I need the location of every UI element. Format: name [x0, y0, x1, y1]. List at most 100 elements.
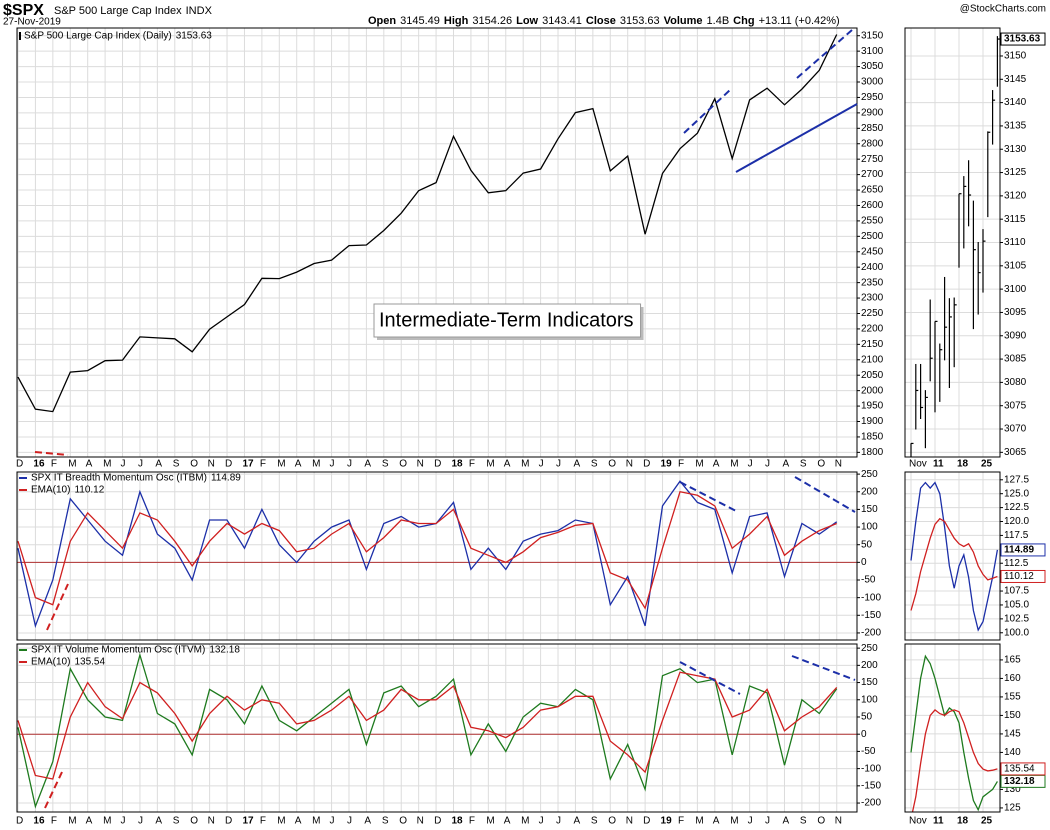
field-label: Close	[586, 15, 616, 27]
x-tick-label: A	[295, 459, 302, 470]
x-tick-label: J	[121, 459, 126, 470]
x-tick-label: 18	[957, 459, 969, 470]
x-tick-label: 19	[661, 816, 673, 827]
legend-name: EMA(10)	[31, 657, 70, 668]
legend-value: 135.54	[74, 657, 105, 668]
y-tick-label: 3105	[1004, 260, 1027, 271]
x-tick-label: Nov	[909, 459, 927, 470]
x-tick-label: A	[86, 459, 93, 470]
y-tick-label: 125.0	[1004, 488, 1029, 499]
series-line	[910, 481, 999, 632]
x-tick-label: M	[277, 816, 285, 827]
y-tick-label: 165	[1004, 655, 1021, 666]
x-tick-label: A	[86, 816, 93, 827]
y-tick-label: 2650	[861, 185, 884, 196]
x-tick-label: F	[469, 459, 475, 470]
x-tick-label: J	[556, 816, 561, 827]
legend-value: 110.12	[74, 485, 104, 496]
y-tick-label: 3110	[1004, 237, 1026, 248]
series-line	[910, 517, 998, 611]
y-tick-label: 2800	[861, 138, 884, 149]
x-tick-label: F	[469, 816, 475, 827]
x-tick-label: M	[486, 459, 494, 470]
x-tick-label: D	[16, 459, 23, 470]
x-tick-label: M	[312, 459, 320, 470]
x-tick-label: S	[382, 459, 389, 470]
exchange: INDX	[186, 5, 213, 17]
y-tick-label: 200	[861, 486, 878, 497]
series-line	[911, 709, 998, 812]
y-tick-label: -200	[861, 628, 881, 639]
field-label: Low	[516, 15, 538, 27]
y-tick-label: 100	[861, 694, 878, 705]
x-tick-label: M	[730, 816, 738, 827]
y-tick-label: 1950	[861, 401, 884, 412]
panel-border	[16, 471, 858, 641]
x-tick-label: J	[539, 459, 544, 470]
x-tick-label: O	[608, 816, 616, 827]
y-tick-label: 2750	[861, 154, 884, 165]
y-tick-label: 3085	[1004, 354, 1027, 365]
trend-line	[796, 29, 853, 79]
x-tick-label: O	[190, 816, 198, 827]
x-tick-label: Nov	[909, 816, 927, 827]
x-tick-label: S	[173, 816, 180, 827]
x-tick-label: J	[748, 816, 753, 827]
y-tick-label: 127.5	[1004, 474, 1029, 485]
y-tick-label: 3100	[861, 46, 884, 57]
x-tick-label: J	[765, 459, 770, 470]
x-tick-label: 19	[661, 459, 673, 470]
index-name: S&P 500 Large Cap Index	[54, 5, 182, 17]
x-tick-label: O	[817, 816, 825, 827]
x-tick-label: 18	[957, 816, 969, 827]
trend-line	[735, 103, 858, 173]
value-box-label: 132.18	[1004, 776, 1035, 787]
field-value: 3143.41	[542, 15, 582, 27]
panel-border	[904, 643, 1001, 813]
x-tick-label: N	[417, 459, 424, 470]
y-tick-label: 117.5	[1004, 530, 1029, 541]
y-tick-label: 102.5	[1004, 614, 1029, 625]
x-tick-label: J	[765, 816, 770, 827]
panel-border	[16, 643, 858, 813]
y-tick-label: 3050	[861, 61, 884, 72]
y-tick-label: 3140	[1004, 97, 1027, 108]
y-tick-label: 1800	[861, 447, 884, 458]
x-tick-label: D	[16, 816, 23, 827]
x-tick-label: N	[835, 816, 842, 827]
y-tick-label: 125	[1004, 803, 1021, 814]
value-box	[1000, 32, 1046, 46]
legend-name: EMA(10)	[31, 485, 70, 496]
y-tick-label: 2250	[861, 308, 884, 319]
x-tick-label: A	[504, 816, 511, 827]
y-tick-label: 122.5	[1004, 502, 1029, 513]
field-value: 3154.26	[472, 15, 512, 27]
annotation-box	[373, 303, 642, 338]
annotation: Intermediate-Term Indicators	[379, 309, 634, 331]
y-tick-label: 2850	[861, 123, 884, 134]
value-box-label: 3153.63	[1004, 34, 1041, 45]
x-tick-label: D	[225, 816, 232, 827]
trend-line	[794, 476, 856, 513]
field-value: +13.11 (+0.42%)	[759, 15, 840, 27]
y-tick-label: 50	[861, 712, 873, 723]
x-tick-label: O	[399, 816, 407, 827]
x-tick-label: J	[330, 459, 335, 470]
y-tick-label: 3135	[1004, 121, 1027, 132]
plot	[17, 480, 838, 629]
x-tick-label: 11	[933, 816, 944, 827]
y-tick-label: 3115	[1004, 214, 1026, 225]
y-tick-label: 130	[1004, 784, 1021, 795]
x-tick-label: A	[573, 459, 580, 470]
x-tick-label: S	[173, 459, 180, 470]
x-tick-label: D	[643, 816, 650, 827]
y-tick-label: 3145	[1004, 74, 1027, 85]
y-tick-label: 0	[861, 557, 867, 568]
y-tick-label: 100	[861, 522, 878, 533]
x-tick-label: J	[748, 459, 753, 470]
x-tick-label: M	[730, 459, 738, 470]
y-tick-label: 2350	[861, 277, 884, 288]
trend-line	[46, 583, 69, 631]
x-tick-label: S	[591, 816, 598, 827]
x-tick-label: J	[539, 816, 544, 827]
